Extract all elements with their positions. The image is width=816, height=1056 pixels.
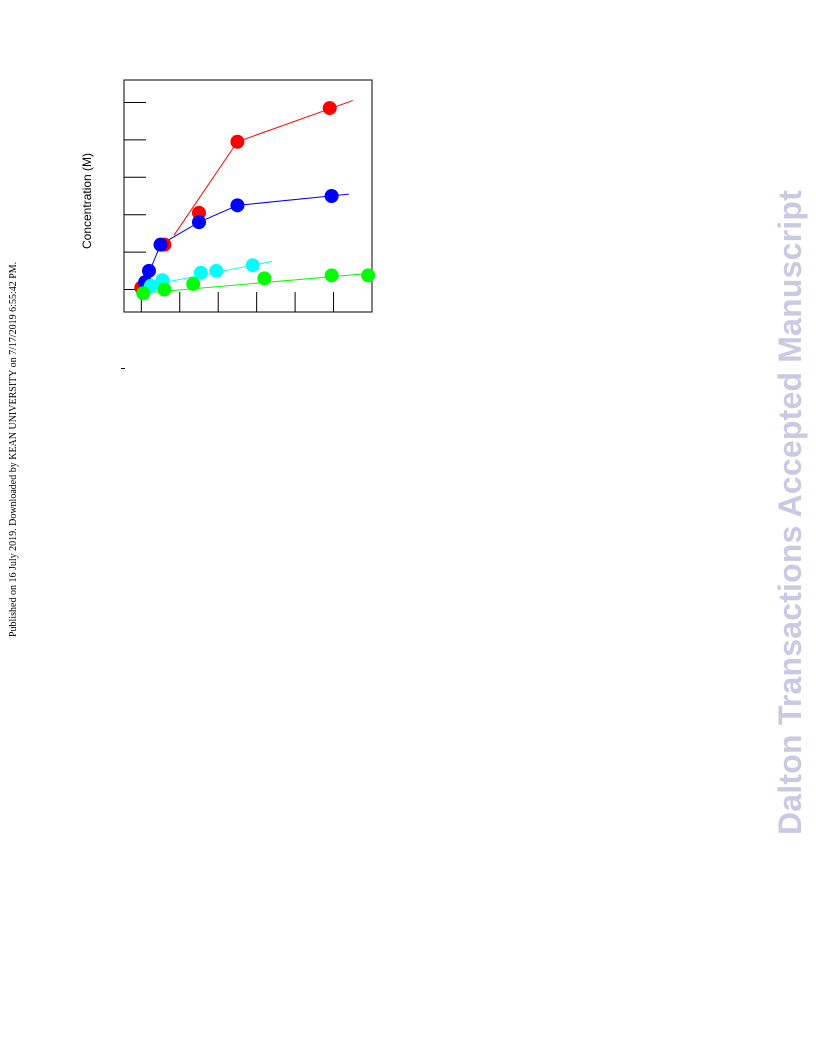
series-3-point-4 [324,268,339,283]
series-3-point-1 [157,282,172,297]
series-0-point-4 [322,101,337,116]
series-0-point-3 [230,134,245,149]
plot-frame [123,79,373,313]
series-1-point-4 [230,198,245,213]
series-3-point-5 [361,268,376,283]
series-2-point-2 [193,265,208,280]
series-3-point-2 [186,276,201,291]
series-2-point-4 [245,258,260,273]
series-1-point-5 [324,189,339,203]
series-3-point-3 [257,271,272,286]
published-note: Published on 16 July 2019. Downloaded by… [8,261,19,637]
series-1-point-3 [191,215,206,230]
series-3-point-0 [136,286,151,301]
stray-mark [121,368,125,369]
watermark: Dalton Transactions Accepted Manuscript [772,190,808,835]
series-1-point-2 [153,237,168,252]
series-1-point-1 [141,263,156,278]
y-axis-label: Concentration (M) [80,152,94,249]
series-2-point-3 [209,263,224,278]
